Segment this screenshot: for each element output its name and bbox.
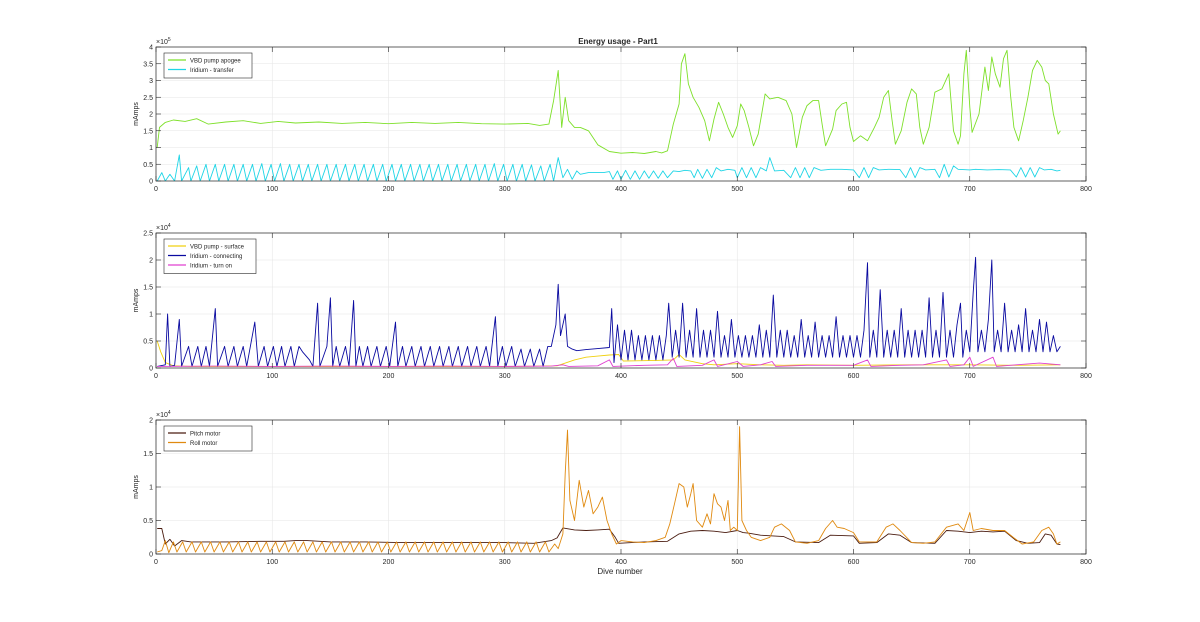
legend-box [163,238,257,274]
x-tick-label: 700 [964,373,976,380]
y-exponent-label: ×104 [156,410,171,419]
y-tick-label: 1 [149,312,153,319]
axes-panel-2: 0 100 200 300 400 500 600 700 800 0 0.5 1 1.5 2 2.5×10… [133,223,1092,380]
x-tick-label: 700 [964,559,976,566]
series-line-iridium-transfer [156,154,1061,181]
y-tick-label: 0 [149,366,153,373]
legend-box [163,425,253,452]
y-tick-label: 2.5 [143,95,153,102]
legend-label: VBD pump - surface [190,244,245,250]
x-tick-label: 100 [266,373,278,380]
y-exponent-label: ×104 [156,223,171,232]
series-line-pitch-motor [157,527,1061,547]
axes-panel-1: 0 100 200 300 400 500 600 700 800 0 0.5 1 1.5 2 2.5 3 3.… [133,37,1092,193]
x-tick-label: 300 [499,559,511,566]
legend: VBD pump - surface Iridium - connecting Ir… [163,238,257,274]
legend: Pitch motor Roll motor [163,425,253,452]
x-tick-label: 800 [1080,186,1092,193]
x-tick-label: 400 [615,559,627,566]
y-tick-label: 2 [149,418,153,425]
y-tick-label: 0 [149,552,153,559]
y-tick-label: 2.5 [143,231,153,238]
y-tick-label: 0.5 [143,518,153,525]
axes-layer: 0 100 200 300 400 500 600 700 80000.511.522.533.… [133,37,1092,566]
y-tick-label: 0.5 [143,162,153,169]
legend-label: Iridium - turn on [190,263,232,269]
legend-label: Pitch motor [190,431,220,437]
y-tick-label: 3.5 [143,61,153,68]
y-tick-label: 1.5 [143,451,153,458]
y-tick-label: 1.5 [143,128,153,135]
x-tick-label: 0 [154,373,158,380]
y-tick-label: 0.5 [143,339,153,346]
y-tick-label: 4 [149,45,153,52]
y-tick-label: 2 [149,258,153,265]
x-tick-label: 200 [383,559,395,566]
x-tick-label: 500 [731,373,743,380]
x-tick-label: 500 [731,559,743,566]
x-tick-label: 500 [731,186,743,193]
y-tick-label: 2 [149,112,153,119]
figure-title: Energy usage - Part1 [578,37,658,46]
series-line-vbd-pump-apogee [156,49,1061,154]
y-exponent-power: 4 [168,410,171,416]
y-tick-label: 1 [149,485,153,492]
y-tick-label: 1.5 [143,285,153,292]
y-exponent-label: ×105 [156,37,171,46]
legend-label: VBD pump apogee [190,58,241,64]
x-tick-label: 800 [1080,373,1092,380]
x-tick-label: 800 [1080,559,1092,566]
y-exponent-base: ×10 [156,412,168,419]
x-tick-label: 700 [964,186,976,193]
x-tick-label: 0 [154,559,158,566]
series-line-iridium-connecting [157,256,1061,367]
x-tick-label: 600 [848,373,860,380]
x-tick-label: 300 [499,373,511,380]
legend-label: Iridium - connecting [190,254,242,260]
axes-panel-3: 0 100 200 300 400 500 600 700 800 0 0.5 1 1.5 2×104 mA… [133,410,1092,566]
x-tick-label: 400 [615,373,627,380]
series-line-roll-motor [157,426,1061,554]
y-axis-label: mAmps [133,288,140,312]
x-tick-label: 600 [848,186,860,193]
x-tick-label: 100 [266,186,278,193]
y-exponent-base: ×10 [156,39,168,46]
y-tick-label: 0 [149,179,153,186]
x-axis-label: Dive number [597,567,643,576]
x-tick-label: 200 [383,186,395,193]
x-tick-label: 200 [383,373,395,380]
y-tick-label: 1 [149,145,153,152]
x-tick-label: 600 [848,559,860,566]
y-tick-label: 3 [149,78,153,85]
series-line-iridium-turn-on [157,356,1061,367]
x-tick-label: 300 [499,186,511,193]
y-axis-label: mAmps [133,102,140,126]
legend-label: Iridium - transfer [190,68,234,74]
legend-box [163,52,253,79]
y-exponent-power: 5 [168,37,171,43]
y-axis-label: mAmps [133,475,140,499]
y-exponent-power: 4 [168,223,171,229]
legend-label: Roll motor [190,441,217,447]
x-tick-label: 400 [615,186,627,193]
x-tick-label: 0 [154,186,158,193]
legend: VBD pump apogee Iridium - transfer [163,52,253,79]
x-tick-label: 100 [266,559,278,566]
y-exponent-base: ×10 [156,225,168,232]
